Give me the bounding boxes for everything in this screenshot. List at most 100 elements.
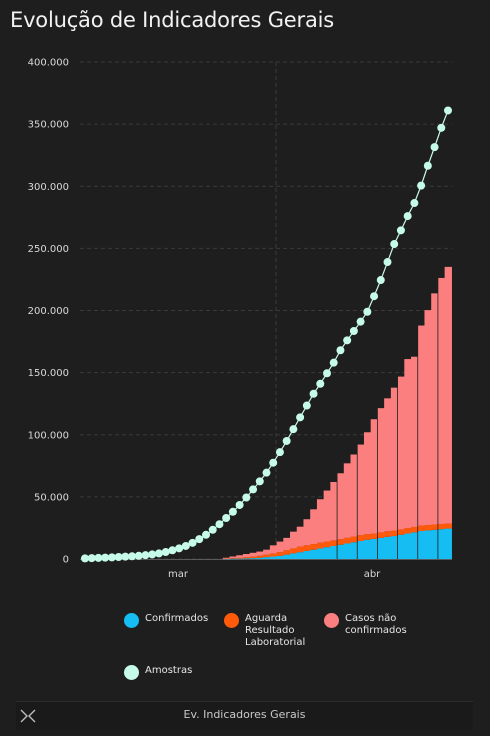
samples-point bbox=[181, 541, 190, 550]
samples-point bbox=[363, 307, 372, 316]
legend-item-nao-confirmados[interactable]: Casos não confirmados bbox=[324, 613, 407, 637]
bar-segment bbox=[390, 536, 399, 559]
chevron-right-icon[interactable] bbox=[16, 707, 32, 725]
bar-segment bbox=[370, 538, 379, 559]
bar-segment bbox=[229, 558, 237, 559]
page-name: Ev. Indicadores Gerais bbox=[183, 708, 306, 721]
bar-segment bbox=[236, 557, 244, 559]
bar-segment bbox=[431, 529, 439, 559]
samples-point bbox=[141, 551, 150, 560]
bar-segment bbox=[310, 549, 318, 559]
y-tick-label: 50.000 bbox=[34, 492, 69, 503]
legend-label: Confirmados bbox=[145, 613, 209, 624]
bar-segment bbox=[269, 553, 278, 557]
bar-segment bbox=[229, 558, 237, 560]
samples-point bbox=[323, 369, 331, 378]
samples-point bbox=[154, 549, 163, 558]
bar-segment bbox=[397, 376, 405, 530]
bar-segment bbox=[283, 550, 291, 555]
legend-item-amostras[interactable]: Amostras bbox=[124, 665, 192, 680]
samples-point bbox=[296, 413, 305, 422]
samples-point bbox=[168, 546, 177, 555]
bar-segment bbox=[296, 526, 305, 547]
bar-segment bbox=[424, 530, 432, 559]
samples-point bbox=[403, 212, 412, 221]
bar-segment bbox=[310, 544, 318, 550]
y-tick-label: 100.000 bbox=[28, 430, 69, 441]
y-axis-labels: 0 50.000 100.000 150.000 200.000 250.000 300.0… bbox=[28, 58, 69, 566]
bar-segment bbox=[263, 554, 271, 558]
bar-segment bbox=[222, 558, 231, 560]
legend-item-aguarda[interactable]: Aguarda Resultado Laboratorial bbox=[224, 613, 305, 649]
bar-segment bbox=[242, 558, 251, 559]
bar-segment bbox=[242, 554, 251, 558]
bar-segment bbox=[296, 552, 305, 559]
bar-segment bbox=[350, 536, 358, 543]
bar-segment bbox=[330, 545, 338, 559]
bar-segment bbox=[343, 543, 352, 559]
bar-segment bbox=[269, 545, 278, 554]
bar-segment bbox=[444, 266, 452, 524]
bar-segment bbox=[404, 533, 412, 559]
samples-point bbox=[289, 425, 298, 434]
samples-point bbox=[101, 553, 110, 562]
samples-point bbox=[121, 552, 130, 561]
legend-item-confirmados[interactable]: Confirmados bbox=[124, 613, 208, 628]
samples-point bbox=[336, 346, 345, 355]
samples-point bbox=[228, 507, 237, 516]
bar-segment bbox=[249, 558, 258, 559]
bar-segment bbox=[316, 499, 325, 543]
samples-point bbox=[148, 550, 157, 559]
bar-segment bbox=[417, 325, 426, 526]
samples-point bbox=[242, 493, 251, 502]
samples-point bbox=[329, 358, 338, 367]
bar-segment bbox=[411, 526, 419, 533]
samples-point bbox=[410, 199, 419, 208]
x-tick-label: mar bbox=[168, 569, 189, 580]
bar-segment bbox=[316, 542, 325, 549]
bar-segment bbox=[242, 557, 251, 559]
bar-segment bbox=[263, 549, 271, 555]
bar-segment bbox=[316, 548, 325, 559]
samples-point bbox=[188, 538, 197, 547]
bar-segment bbox=[350, 454, 358, 537]
samples-point bbox=[343, 336, 352, 345]
bar-segment bbox=[283, 554, 291, 559]
bar-segment bbox=[411, 356, 419, 527]
indicators-chart: 0 50.000 100.000 150.000 200.000 250.000 300.0… bbox=[28, 58, 452, 580]
bar-segment bbox=[290, 553, 298, 559]
bar-segment bbox=[343, 537, 352, 544]
chevron-left-icon[interactable] bbox=[24, 707, 40, 725]
y-tick-label: 0 bbox=[63, 555, 69, 566]
legend-swatch bbox=[124, 665, 139, 680]
bar-segment bbox=[256, 551, 264, 556]
y-tick-label: 300.000 bbox=[28, 182, 69, 193]
bar-segment bbox=[357, 540, 365, 559]
bar-segment bbox=[236, 555, 244, 558]
bar-segment bbox=[370, 533, 379, 539]
x-axis-labels: mar abr bbox=[168, 569, 381, 580]
samples-point bbox=[316, 379, 325, 388]
samples-point bbox=[235, 500, 244, 509]
samples-point bbox=[309, 389, 318, 398]
bar-segment bbox=[303, 519, 311, 546]
bar-segment bbox=[384, 398, 392, 532]
bar-segment bbox=[424, 525, 432, 531]
legend-swatch bbox=[224, 613, 239, 628]
samples-point bbox=[430, 143, 439, 152]
samples-point bbox=[255, 477, 264, 486]
bar-segment bbox=[377, 408, 385, 533]
bar-segment bbox=[249, 556, 258, 559]
samples-point bbox=[195, 535, 204, 544]
bar-segment bbox=[404, 359, 412, 529]
samples-point bbox=[202, 530, 210, 539]
y-tick-label: 250.000 bbox=[28, 244, 69, 255]
bar-segment bbox=[411, 532, 419, 559]
samples-point bbox=[349, 327, 358, 336]
bar-segment bbox=[290, 548, 298, 554]
bar-segment bbox=[276, 541, 284, 553]
samples-point bbox=[107, 553, 116, 562]
bar-segment bbox=[417, 525, 426, 532]
samples-point bbox=[302, 401, 311, 410]
